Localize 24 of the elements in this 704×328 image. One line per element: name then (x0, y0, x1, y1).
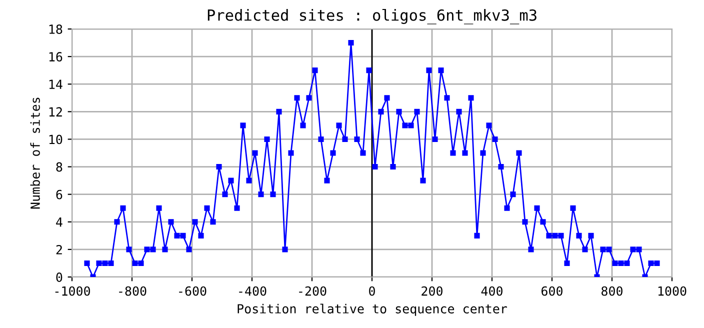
y-tick-label: 2 (56, 244, 62, 254)
x-tick-label: -600 (179, 286, 206, 296)
y-tick-label: 14 (49, 80, 62, 89)
x-tick-label: -1000 (55, 286, 90, 296)
x-tick-label: 200 (422, 286, 442, 296)
x-tick-label: 0 (369, 286, 375, 296)
x-tick-label: -200 (299, 286, 326, 296)
y-tick-label: 10 (49, 134, 62, 144)
y-tick-label: 8 (56, 162, 62, 172)
x-tick-label: -400 (239, 286, 266, 296)
chart-title: Predicted sites : oligos_6nt_mkv3_m3 (208, 8, 536, 24)
y-tick-label: 12 (49, 107, 62, 116)
x-tick-label: 400 (481, 286, 502, 296)
x-axis-title: Position relative to sequence center (238, 304, 507, 316)
y-tick-label: 6 (56, 190, 62, 200)
y-tick-label: 16 (49, 52, 62, 62)
x-tick-label: -800 (119, 286, 146, 296)
y-tick-label: 18 (49, 24, 62, 34)
y-tick-label: 0 (56, 272, 62, 282)
y-tick-label: 4 (56, 218, 62, 227)
x-tick-label: 800 (602, 286, 622, 296)
x-tick-label: 600 (542, 286, 562, 296)
y-axis-title: Number of sites (30, 98, 40, 209)
x-tick-label: 1000 (658, 286, 686, 296)
